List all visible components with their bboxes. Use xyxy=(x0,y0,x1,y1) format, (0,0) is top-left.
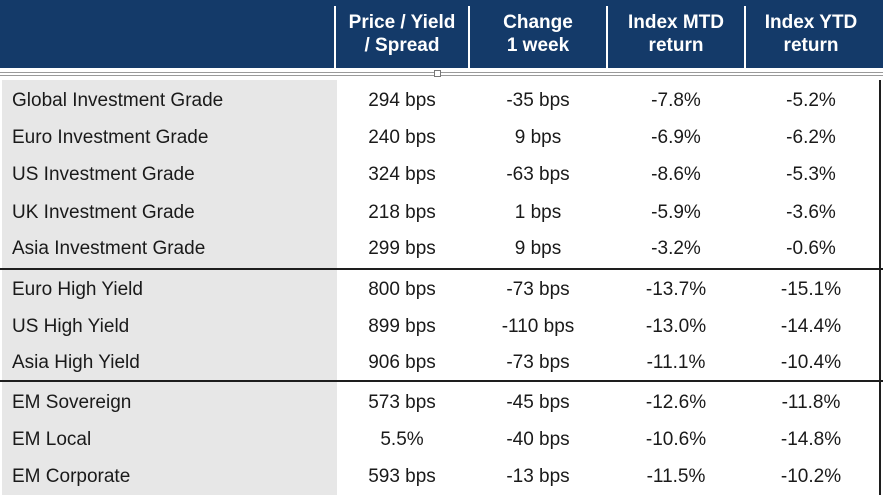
price-cell: 240 bps xyxy=(368,127,436,148)
change-cell: -110 bps xyxy=(501,316,575,337)
mtd-cell: -3.2% xyxy=(651,238,701,259)
change-cell: -13 bps xyxy=(506,466,570,487)
mtd-cell: -8.6% xyxy=(651,164,701,185)
ytd-cell: -11.8% xyxy=(781,392,841,413)
table-row: Euro Investment Grade 240 bps 9 bps -6.9% -6… xyxy=(0,120,883,156)
mtd-cell: -11.1% xyxy=(646,352,706,373)
change-cell: 1 bps xyxy=(514,202,562,223)
table-row: US High Yield 899 bps -110 bps -13.0% -14.4% xyxy=(0,309,883,345)
mtd-cell: -12.6% xyxy=(645,392,707,413)
price-cell: 218 bps xyxy=(368,202,436,223)
row-label: US Investment Grade xyxy=(12,164,195,185)
header-index-mtd-return[interactable]: Index MTD return xyxy=(627,12,725,56)
ytd-cell: -15.1% xyxy=(780,279,842,300)
change-cell: -73 bps xyxy=(506,352,570,373)
header-divider xyxy=(468,6,470,68)
header-divider xyxy=(606,6,608,68)
ytd-cell: -14.4% xyxy=(780,316,842,337)
ytd-cell: -3.6% xyxy=(786,202,836,223)
price-cell: 593 bps xyxy=(368,466,436,487)
row-label: Asia High Yield xyxy=(12,352,140,373)
row-label: Euro Investment Grade xyxy=(12,127,209,148)
ytd-cell: -10.2% xyxy=(780,466,842,487)
header-rule xyxy=(0,75,883,76)
table-row: UK Investment Grade 218 bps 1 bps -5.9% -3.6… xyxy=(0,195,883,231)
price-cell: 324 bps xyxy=(368,164,436,185)
change-cell: -63 bps xyxy=(506,164,570,185)
row-label: Asia Investment Grade xyxy=(12,238,206,259)
change-cell: -35 bps xyxy=(506,90,570,111)
change-cell: 9 bps xyxy=(514,238,562,259)
table-row: Asia High Yield 906 bps -73 bps -11.1% -10.4… xyxy=(0,345,883,381)
price-cell: 899 bps xyxy=(368,316,436,337)
mtd-cell: -5.9% xyxy=(651,202,701,223)
table-row: EM Local 5.5% -40 bps -10.6% -14.8% xyxy=(0,422,883,458)
row-label: EM Sovereign xyxy=(12,392,132,413)
ytd-cell: -6.2% xyxy=(786,127,836,148)
mtd-cell: -7.8% xyxy=(651,90,701,111)
mtd-cell: -11.5% xyxy=(646,466,706,487)
header-price-yield-spread[interactable]: Price / Yield / Spread xyxy=(348,12,456,56)
row-label: EM Corporate xyxy=(12,466,131,487)
group-separator xyxy=(0,380,883,382)
ytd-cell: -14.8% xyxy=(780,429,842,450)
change-cell: -45 bps xyxy=(506,392,570,413)
header-index-ytd-return[interactable]: Index YTD return xyxy=(764,12,858,56)
price-cell: 906 bps xyxy=(368,352,436,373)
table-right-border xyxy=(879,80,881,495)
table-row: Global Investment Grade 294 bps -35 bps -7.… xyxy=(0,83,883,119)
table-row: Euro High Yield 800 bps -73 bps -13.7% -15.1… xyxy=(0,272,883,308)
price-cell: 299 bps xyxy=(368,238,436,259)
header-change-1-week[interactable]: Change 1 week xyxy=(503,12,573,56)
row-label: Global Investment Grade xyxy=(12,90,224,111)
ytd-cell: -0.6% xyxy=(786,238,836,259)
mtd-cell: -13.0% xyxy=(645,316,707,337)
ytd-cell: -10.4% xyxy=(780,352,842,373)
mtd-cell: -13.7% xyxy=(645,279,707,300)
label-column-band xyxy=(2,80,337,495)
row-label: US High Yield xyxy=(12,316,130,337)
table-row: EM Sovereign 573 bps -45 bps -12.6% -11.8% xyxy=(0,385,883,421)
price-cell: 294 bps xyxy=(368,90,436,111)
header-rule xyxy=(0,72,883,73)
row-label: Euro High Yield xyxy=(12,279,143,300)
table-row: EM Corporate 593 bps -13 bps -11.5% -10.2% xyxy=(0,459,883,495)
price-cell: 573 bps xyxy=(368,392,436,413)
ytd-cell: -5.2% xyxy=(786,90,836,111)
change-cell: -40 bps xyxy=(506,429,570,450)
price-cell: 800 bps xyxy=(368,279,436,300)
row-label: EM Local xyxy=(12,429,92,450)
header-divider xyxy=(334,6,336,68)
mtd-cell: -6.9% xyxy=(651,127,701,148)
table-header: Price / Yield / Spread Change 1 week Ind… xyxy=(0,0,883,68)
group-separator xyxy=(0,268,883,270)
price-cell: 5.5% xyxy=(380,429,424,450)
change-cell: 9 bps xyxy=(514,127,562,148)
row-label: UK Investment Grade xyxy=(12,202,195,223)
header-divider xyxy=(744,6,746,68)
change-cell: -73 bps xyxy=(506,279,570,300)
table-row: Asia Investment Grade 299 bps 9 bps -3.2% -0… xyxy=(0,231,883,267)
ytd-cell: -5.3% xyxy=(786,164,836,185)
table-row: US Investment Grade 324 bps -63 bps -8.6% -5… xyxy=(0,157,883,193)
resize-handle[interactable] xyxy=(434,70,441,77)
mtd-cell: -10.6% xyxy=(645,429,707,450)
